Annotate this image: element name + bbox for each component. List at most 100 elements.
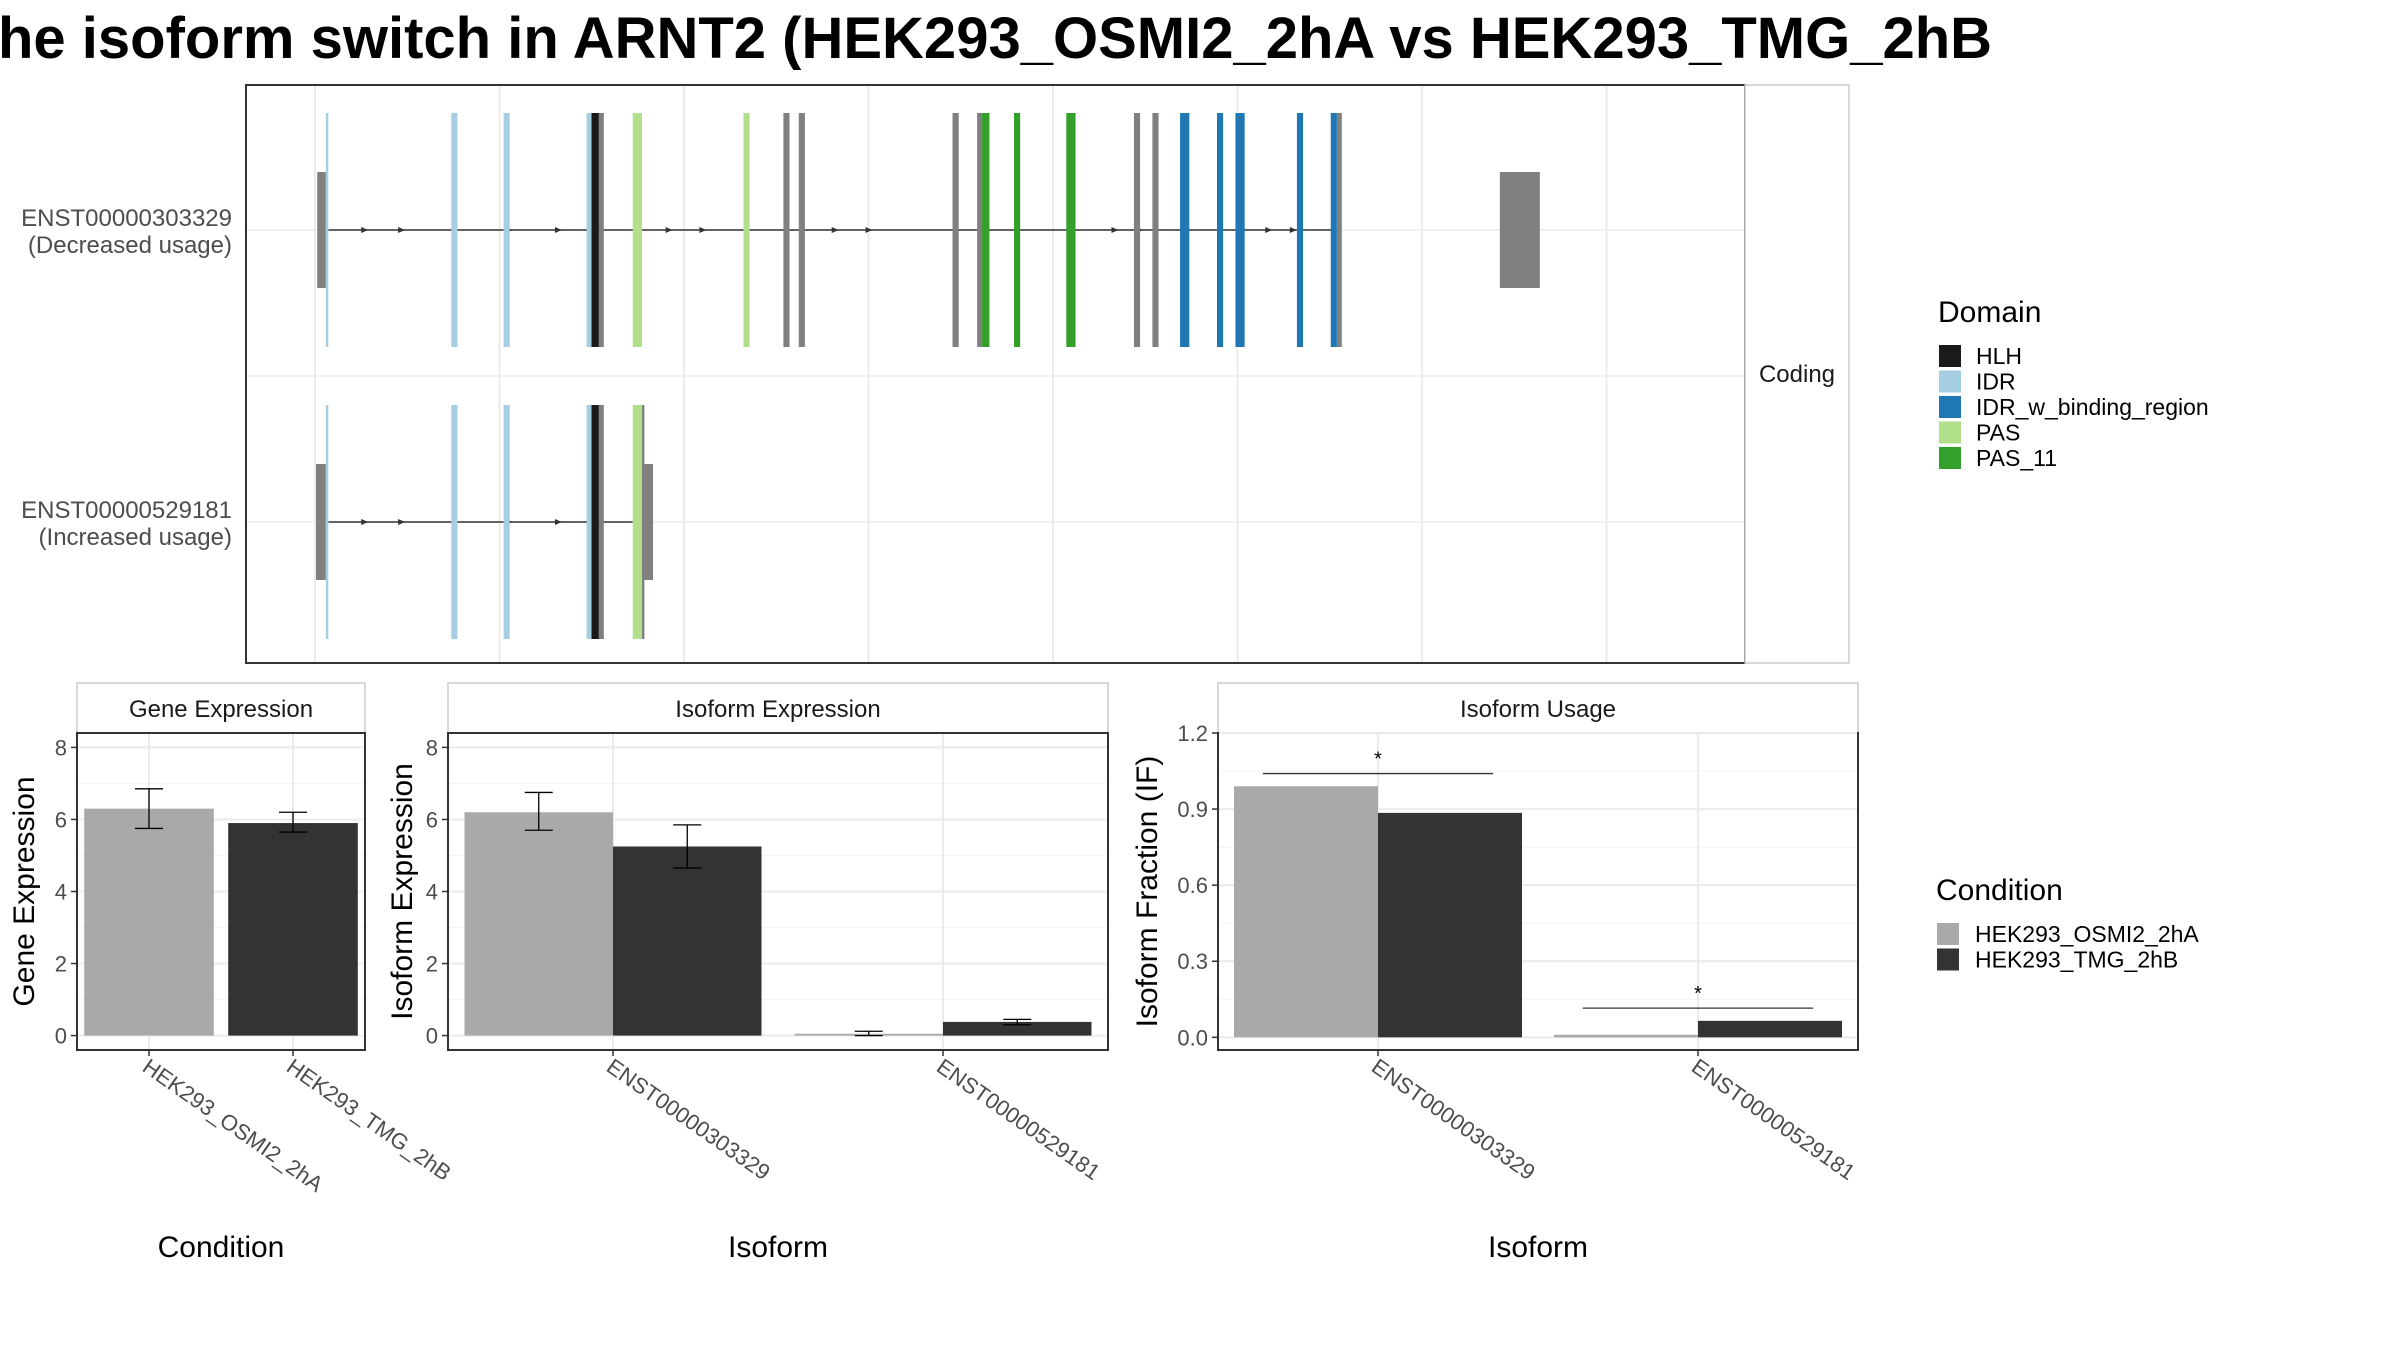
cds-exon-15 xyxy=(1133,113,1141,347)
y-axis-title: Isoform Expression xyxy=(386,763,419,1020)
domain-legend-key-2 xyxy=(1939,396,1961,418)
direction-arrow-10 xyxy=(1265,227,1273,233)
cds-exon-20 xyxy=(1296,113,1304,347)
x-axis-title: Isoform xyxy=(1488,1231,1588,1264)
domain-legend-key-0 xyxy=(1939,345,1961,367)
domain-legend-label-2: IDR_w_binding_region xyxy=(1976,394,2209,420)
cds-exon-8 xyxy=(783,113,790,347)
figure-title: he isoform switch in ARNT2 (HEK293_OSMI2… xyxy=(0,6,1992,71)
cds-exon-3 xyxy=(586,113,592,347)
direction-arrow-11 xyxy=(1289,227,1297,233)
cds-exon-12 xyxy=(982,113,990,347)
transcript-row-0 xyxy=(317,113,1540,347)
domain-legend-label-4: PAS_11 xyxy=(1976,445,2057,471)
transcript-row-1 xyxy=(316,405,654,639)
y-tick-label-0: 0 xyxy=(426,1024,438,1049)
panel-strip xyxy=(76,682,366,734)
x-tick-label-0: ENST00000303329 xyxy=(1367,1054,1540,1185)
cds-exon-3 xyxy=(586,405,592,639)
cds-exon-5 xyxy=(598,113,604,347)
y-tick-label-3: 6 xyxy=(426,807,438,832)
cds-exon-14 xyxy=(1066,113,1076,347)
direction-arrow-3 xyxy=(554,227,562,233)
condition-legend-key-1 xyxy=(1937,948,1959,971)
bar-0-1 xyxy=(613,846,762,1036)
y-tick-label-1: 0.3 xyxy=(1177,949,1208,974)
y-tick-label-4: 1.2 xyxy=(1177,721,1208,746)
panel-strip xyxy=(447,682,1109,734)
utr-3prime xyxy=(1499,172,1540,288)
x-tick-label-1: ENST00000529181 xyxy=(932,1054,1105,1185)
x-axis-title: Condition xyxy=(158,1231,285,1264)
cds-exon-7 xyxy=(641,405,645,639)
significance-star-0: * xyxy=(1374,749,1382,771)
cds-exon-7 xyxy=(743,113,750,347)
cds-exon-19 xyxy=(1235,113,1245,347)
cds-exon-4 xyxy=(591,113,599,347)
y-tick-label-2: 4 xyxy=(55,880,67,905)
transcript-label-1: ENST00000529181 xyxy=(21,497,232,524)
coding-strip xyxy=(1744,84,1850,664)
bar-1-0 xyxy=(1554,1034,1698,1038)
direction-arrow-1 xyxy=(398,519,406,525)
condition-legend-key-0 xyxy=(1937,923,1959,945)
condition-legend-label-1: HEK293_TMG_2hB xyxy=(1975,947,2178,973)
cds-exon-13 xyxy=(1014,113,1021,347)
transcript-labels: ENST00000303329(Decreased usage) ENST0000… xyxy=(21,205,232,551)
cds-exon-5 xyxy=(598,405,604,639)
cds-exon-6 xyxy=(632,405,642,639)
direction-arrow-0 xyxy=(361,519,369,525)
domain-legend-label-3: PAS xyxy=(1976,420,2020,446)
cds-exon-4 xyxy=(591,405,599,639)
cds-exon-2 xyxy=(503,405,510,639)
bar-1-1 xyxy=(943,1021,1092,1036)
bar-0-1 xyxy=(1378,812,1522,1038)
y-tick-label-2: 0.6 xyxy=(1177,873,1208,898)
direction-arrow-8 xyxy=(1111,227,1119,233)
utr-5prime xyxy=(316,464,326,580)
bar-0-0 xyxy=(464,812,613,1036)
direction-arrow-0 xyxy=(361,227,369,233)
bar-1 xyxy=(228,823,358,1036)
cds-exon-17 xyxy=(1180,113,1190,347)
cds-exon-6 xyxy=(632,113,642,347)
domain-legend-key-4 xyxy=(1939,447,1961,469)
y-axis-title: Isoform Fraction (IF) xyxy=(1131,756,1164,1028)
utr-5prime xyxy=(317,172,326,288)
bar-1-1 xyxy=(1698,1020,1842,1038)
cds-exon-22 xyxy=(1336,113,1342,347)
x-tick-label-1: ENST00000529181 xyxy=(1687,1054,1860,1185)
direction-arrow-3 xyxy=(554,519,562,525)
x-tick-label-0: ENST00000303329 xyxy=(602,1054,775,1185)
cds-exon-16 xyxy=(1152,113,1159,347)
y-tick-label-4: 8 xyxy=(426,735,438,760)
cds-exon-21 xyxy=(1330,113,1337,347)
direction-arrow-7 xyxy=(865,227,873,233)
y-tick-label-1: 2 xyxy=(426,952,438,977)
y-axis-title: Gene Expression xyxy=(8,776,41,1006)
panel-title: Isoform Usage xyxy=(1460,696,1616,723)
cds-exon-11 xyxy=(977,113,983,347)
cds-exon-0 xyxy=(325,405,329,639)
cds-exon-10 xyxy=(952,113,959,347)
utr-3prime xyxy=(641,464,654,580)
panel-title: Gene Expression xyxy=(129,696,313,723)
domain-legend-key-3 xyxy=(1939,421,1961,444)
transcript-label-0: ENST00000303329 xyxy=(21,205,232,232)
x-axis-title: Isoform xyxy=(728,1231,828,1264)
bar-0 xyxy=(84,808,214,1036)
cds-exon-1 xyxy=(451,405,458,639)
condition-legend-label-0: HEK293_OSMI2_2hA xyxy=(1975,921,2199,947)
domain-legend-label-1: IDR xyxy=(1976,369,2016,395)
cds-exon-0 xyxy=(325,113,329,347)
direction-arrow-1 xyxy=(398,227,406,233)
y-tick-label-0: 0.0 xyxy=(1177,1025,1208,1050)
domain-legend-key-1 xyxy=(1939,370,1961,393)
y-tick-label-0: 0 xyxy=(55,1024,67,1049)
domain-legend-title: Domain xyxy=(1938,296,2041,329)
domain-legend: Domain HLHIDRIDR_w_binding_regionPASPAS_1… xyxy=(1938,296,2209,471)
bar-0-0 xyxy=(1234,786,1378,1038)
cds-exon-9 xyxy=(798,113,805,347)
transcript-usage-label-1: (Increased usage) xyxy=(39,524,232,551)
cds-exon-1 xyxy=(451,113,458,347)
